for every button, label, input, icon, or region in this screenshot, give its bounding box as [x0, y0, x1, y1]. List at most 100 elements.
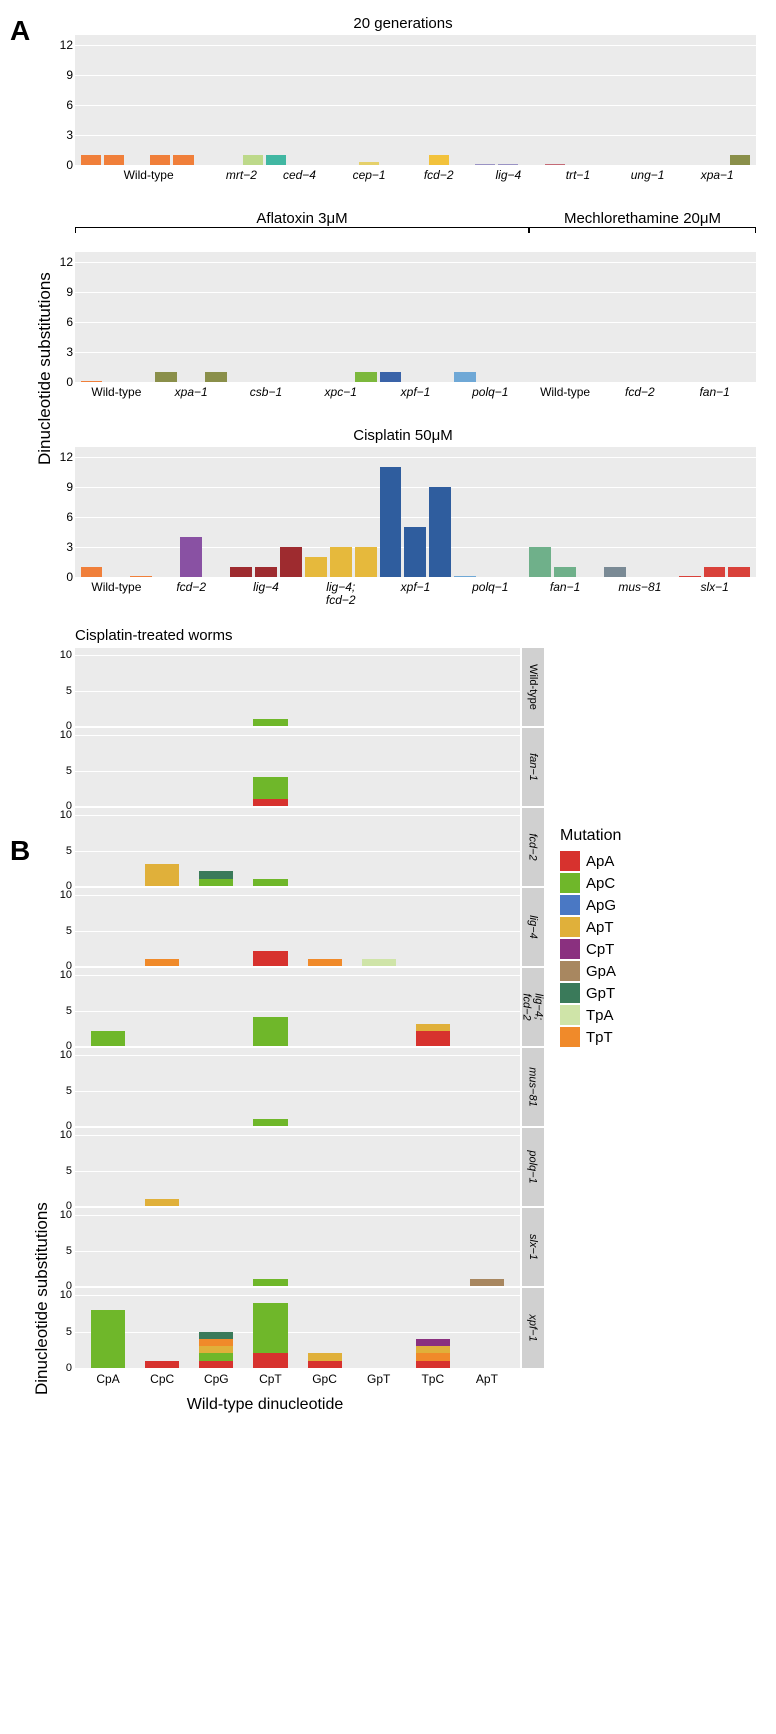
legend-item: GpA [560, 961, 621, 981]
ytick: 10 [47, 729, 72, 741]
ytick: 10 [47, 649, 72, 661]
ytick: 12 [45, 255, 73, 269]
bar-segment [199, 871, 233, 878]
bar [728, 567, 750, 577]
bar [81, 155, 101, 165]
bar [280, 547, 302, 577]
strip-label: Wild-type [522, 648, 544, 726]
x-label: polq−1 [453, 382, 528, 399]
ytick: 6 [45, 98, 73, 112]
x-label: ced−4 [265, 165, 335, 182]
bar-segment [91, 1310, 125, 1368]
row-label: mus−81 [527, 1067, 539, 1106]
panel-b-row: 0510xpf−1 [75, 1288, 520, 1368]
x-label: csb−1 [229, 382, 304, 399]
legend-label: TpT [586, 1029, 613, 1046]
ytick: 0 [47, 1362, 72, 1374]
row-label: lig−4 [527, 915, 539, 939]
stacked-bar [308, 1353, 342, 1368]
bar [529, 547, 551, 577]
x-category: CpA [91, 1368, 125, 1386]
legend-title: Mutation [560, 827, 621, 845]
bracket-label: Mechlorethamine 20μM [529, 210, 756, 227]
panel-a-letter: A [10, 15, 30, 47]
stacked-bar [253, 719, 287, 726]
legend-label: CpT [586, 941, 614, 958]
row-label: lig−4;fcd−2 [521, 993, 545, 1020]
stacked-bar [470, 1279, 504, 1286]
legend-item: ApT [560, 917, 621, 937]
x-label: polq−1 [453, 577, 528, 607]
x-label: fcd−2 [602, 382, 677, 399]
bar [429, 155, 449, 165]
x-label: fcd−2 [154, 577, 229, 607]
ytick: 5 [47, 925, 72, 937]
stacked-bar [362, 959, 396, 966]
bar [266, 155, 286, 165]
x-category: TpC [416, 1368, 450, 1386]
bar-segment [253, 777, 287, 799]
row-label: fcd−2 [527, 833, 539, 860]
legend-item: TpA [560, 1005, 621, 1025]
stacked-bar [253, 951, 287, 966]
bar-segment [145, 1361, 179, 1368]
x-label: fan−1 [528, 577, 603, 607]
bar-segment [308, 1361, 342, 1368]
legend-swatch [560, 917, 580, 937]
bar [730, 155, 750, 165]
legend-swatch [560, 1027, 580, 1047]
stacked-bar [145, 1361, 179, 1368]
panel-a-chart: Cisplatin 50μM 036912Wild-typefcd−2lig−4l… [40, 427, 766, 607]
ytick: 3 [45, 540, 73, 554]
ytick: 5 [47, 845, 72, 857]
x-label: xpf−1 [378, 382, 453, 399]
ytick: 5 [47, 1085, 72, 1097]
stacked-bar [253, 1017, 287, 1046]
stacked-bar [308, 959, 342, 966]
strip-label: fan−1 [522, 728, 544, 806]
bar-segment [253, 1353, 287, 1368]
ytick: 10 [47, 809, 72, 821]
x-label: xpf−1 [378, 577, 453, 607]
x-category: ApT [470, 1368, 504, 1386]
legend-item: ApA [560, 851, 621, 871]
stacked-bar [253, 1279, 287, 1286]
bar [355, 547, 377, 577]
chart-title: 20 generations [40, 15, 766, 32]
legend-label: ApC [586, 875, 615, 892]
x-category: CpT [253, 1368, 287, 1386]
x-label: slx−1 [677, 577, 752, 607]
strip-label: polq−1 [522, 1128, 544, 1206]
bar [404, 527, 426, 577]
bar [173, 155, 193, 165]
bar-chart: 036912Wild-typefcd−2lig−4lig−4;fcd−2xpf−… [75, 447, 756, 577]
bar-segment [416, 1031, 450, 1046]
panel-b-xlabel: Wild-type dinucleotide [40, 1396, 520, 1414]
ytick: 0 [45, 375, 73, 389]
stacked-bar [199, 871, 233, 886]
panel-b: Cisplatin-treated worms 0510Wild-type051… [40, 627, 766, 1414]
bar-segment [253, 1303, 287, 1354]
legend-swatch [560, 983, 580, 1003]
mutation-legend: Mutation ApAApCApGApTCpTGpAGpTTpATpT [560, 827, 621, 1414]
bar-segment [199, 1361, 233, 1368]
bar [150, 155, 170, 165]
chart-title: Cisplatin 50μM [40, 427, 766, 444]
x-label: Wild-type [79, 382, 154, 399]
panel-b-row: 0510polq−1 [75, 1128, 520, 1208]
legend-item: ApG [560, 895, 621, 915]
legend-label: ApA [586, 853, 614, 870]
stacked-bar [145, 1199, 179, 1206]
ytick: 9 [45, 285, 73, 299]
bar-segment [253, 799, 287, 806]
panel-b-xaxis: CpACpCCpGCpTGpCGpTTpCApT [75, 1368, 520, 1386]
bar [81, 567, 103, 577]
bar-segment [145, 1199, 179, 1206]
ytick: 9 [45, 68, 73, 82]
bar [380, 372, 402, 382]
ytick: 6 [45, 315, 73, 329]
ytick: 10 [47, 969, 72, 981]
ytick: 6 [45, 510, 73, 524]
panel-b-plots: 0510Wild-type0510fan−10510fcd−20510lig−4… [75, 648, 520, 1368]
bar-segment [91, 1031, 125, 1046]
